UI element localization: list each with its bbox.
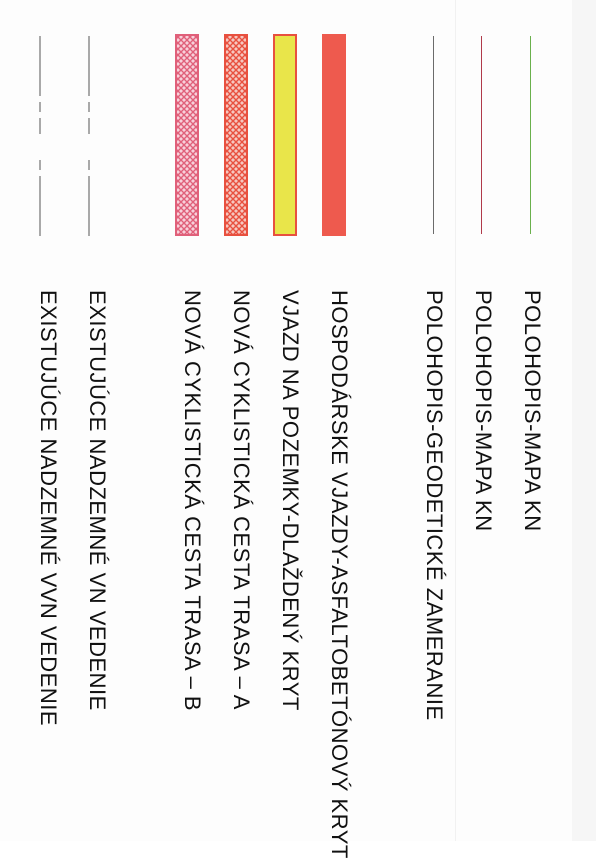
vvn-vedenie-line-symbol bbox=[39, 36, 41, 236]
polohopis-geodeticke-label: POLOHOPIS-GEODETICKÉ ZAMERANIE bbox=[422, 290, 447, 721]
vjazd-pozemky-label: VJAZD NA POZEMKY-DLAŽDENÝ KRYT bbox=[278, 290, 303, 711]
hospodarske-vjazdy-swatch bbox=[322, 34, 346, 236]
vn-vedenie-line-symbol bbox=[88, 36, 90, 236]
legend-page: POLOHOPIS-MAPA KN POLOHOPIS-MAPA KN POLO… bbox=[36, 0, 596, 859]
cyklisticka-b-swatch bbox=[175, 34, 199, 236]
cyklisticka-a-label: NOVÁ CYKLISTICKÁ CESTA TRASA – A bbox=[229, 290, 254, 710]
vjazd-pozemky-swatch bbox=[273, 34, 297, 236]
cyklisticka-a-swatch bbox=[224, 34, 248, 236]
polohopis-kn-red-label: POLOHOPIS-MAPA KN bbox=[471, 290, 496, 532]
vn-vedenie-label: EXISTUJÚCE NADZEMNÉ VN VEDENIE bbox=[85, 290, 110, 711]
vvn-vedenie-label: EXISTUJÚCE NADZEMNÉ VVN VEDENIE bbox=[36, 290, 61, 727]
paper-fold bbox=[455, 0, 456, 841]
polohopis-kn-green-label: POLOHOPIS-MAPA KN bbox=[520, 290, 545, 532]
polohopis-kn-green-line-symbol bbox=[530, 36, 531, 234]
cyklisticka-b-label: NOVÁ CYKLISTICKÁ CESTA TRASA – B bbox=[180, 290, 205, 712]
polohopis-kn-red-line-symbol bbox=[481, 36, 482, 234]
paper-edge bbox=[572, 0, 596, 841]
hospodarske-vjazdy-label: HOSPODÁRSKE VJAZDY-ASFALTOBETÓNOVÝ KRYT bbox=[327, 290, 352, 859]
polohopis-geodeticke-line-symbol bbox=[433, 36, 434, 234]
